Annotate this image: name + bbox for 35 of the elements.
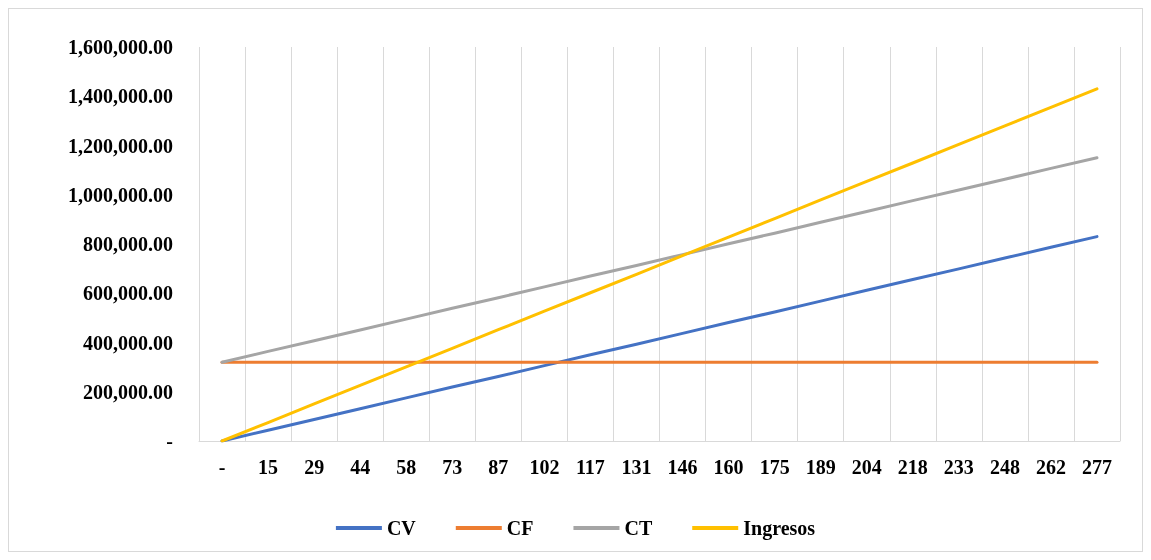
x-tick-label: 218: [897, 456, 928, 478]
y-tick-label: 200,000.00: [83, 380, 173, 403]
legend-label: CV: [386, 517, 417, 539]
y-tick-label: 1,600,000.00: [68, 36, 173, 58]
x-tick-label: 262: [1035, 456, 1066, 478]
x-tick-label: 189: [805, 456, 836, 478]
x-tick-label: 204: [851, 456, 882, 478]
x-tick-label: 102: [529, 456, 560, 478]
x-tick-label: 29: [304, 456, 325, 478]
x-tick-label: 175: [759, 456, 790, 478]
x-tick-label: 146: [667, 456, 698, 478]
y-tick-label: 400,000.00: [83, 331, 173, 354]
y-tick-label: 1,400,000.00: [68, 85, 173, 108]
x-tick-label: 233: [943, 456, 974, 478]
y-tick-label: -: [166, 430, 173, 452]
x-tick-label: 44: [350, 456, 371, 478]
line-series: [220, 156, 1099, 364]
x-tick-label: 15: [258, 456, 279, 478]
x-tick-label: 277: [1081, 456, 1112, 478]
y-tick-label: 800,000.00: [83, 233, 173, 255]
x-tick-label: 131: [621, 456, 652, 478]
legend-label: Ingresos: [743, 517, 816, 540]
x-tick-label: 117: [575, 456, 605, 478]
x-tick-label: 160: [713, 456, 744, 478]
x-tick-label: 87: [488, 456, 509, 478]
legend-label: CT: [624, 517, 653, 539]
x-tick-label: 58: [396, 456, 417, 478]
y-tick-label: 1,000,000.00: [68, 183, 173, 206]
x-tick-label: 73: [442, 456, 463, 478]
line-series: [220, 87, 1099, 443]
y-tick-label: 600,000.00: [83, 282, 173, 305]
y-tick-label: 1,200,000.00: [68, 134, 173, 157]
x-tick-label: -: [218, 456, 226, 478]
legend-label: CF: [506, 517, 534, 539]
x-tick-label: 248: [989, 456, 1020, 478]
